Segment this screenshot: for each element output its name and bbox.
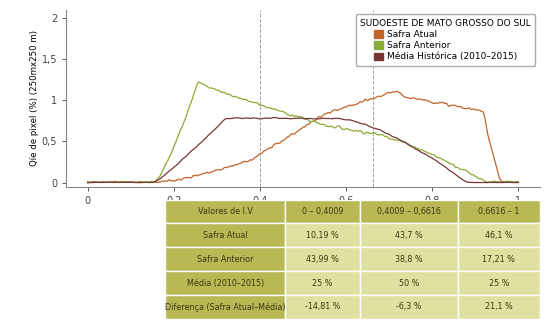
Y-axis label: Qíe de pixel (%) (250mx250 m): Qíe de pixel (%) (250mx250 m)	[30, 30, 39, 166]
Média Histórica (2010–2015)	[409, 145, 416, 149]
Média Histórica (2010–2015)	[271, 116, 277, 119]
Bar	[360, 271, 457, 295]
Bar	[165, 200, 285, 223]
Média Histórica (2010–2015)	[515, 181, 522, 185]
Bar	[360, 247, 457, 271]
Safra Anterior	[339, 128, 346, 131]
Bar	[457, 295, 540, 319]
Bar	[285, 295, 360, 319]
Text: 25 %: 25 %	[312, 279, 333, 288]
Bar	[360, 295, 457, 319]
Bar	[165, 247, 285, 271]
Text: 10,19 %: 10,19 %	[306, 231, 339, 240]
Bar	[457, 271, 540, 295]
Safra Atual	[195, 174, 202, 177]
Bar	[285, 200, 360, 223]
Safra Atual	[279, 139, 286, 143]
Safra Atual	[160, 179, 167, 183]
Safra Atual	[338, 107, 345, 110]
Text: Diferença (Safra Atual–Média): Diferença (Safra Atual–Média)	[165, 302, 285, 312]
Text: 17,21 %: 17,21 %	[482, 255, 515, 264]
Bar	[285, 271, 360, 295]
Text: Safra Atual: Safra Atual	[203, 231, 247, 240]
Safra Anterior	[197, 81, 203, 85]
Safra Anterior	[84, 179, 91, 183]
Line: Safra Atual: Safra Atual	[88, 91, 518, 183]
Text: 0 – 0,4009: 0 – 0,4009	[302, 207, 343, 216]
Text: 43,99 %: 43,99 %	[306, 255, 339, 264]
Média Histórica (2010–2015)	[84, 181, 91, 185]
Text: 43,7 %: 43,7 %	[395, 231, 423, 240]
Text: 0,4009 – 0,6616: 0,4009 – 0,6616	[377, 207, 441, 216]
Bar	[360, 200, 457, 223]
Bar	[165, 223, 285, 247]
Bar	[360, 223, 457, 247]
Safra Atual	[84, 181, 91, 185]
X-axis label: Índice de Vegetação: Índice de Vegetação	[246, 209, 360, 221]
Média Histórica (2010–2015)	[195, 143, 202, 147]
Bar	[165, 271, 285, 295]
Safra Atual	[515, 180, 522, 184]
Média Histórica (2010–2015)	[372, 127, 379, 131]
Text: -14,81 %: -14,81 %	[305, 302, 341, 311]
Line: Média Histórica (2010–2015): Média Histórica (2010–2015)	[88, 118, 518, 183]
Text: Safra Anterior: Safra Anterior	[197, 255, 253, 264]
Safra Anterior	[374, 132, 380, 136]
Bar	[285, 247, 360, 271]
Média Histórica (2010–2015)	[339, 117, 345, 121]
Line: Safra Anterior: Safra Anterior	[88, 82, 518, 183]
Bar	[457, 247, 540, 271]
Safra Atual	[409, 96, 416, 100]
Safra Anterior	[515, 180, 522, 184]
Safra Atual	[372, 96, 379, 100]
Text: 0,6616 – 1: 0,6616 – 1	[478, 207, 520, 216]
Text: Valores de I.V: Valores de I.V	[198, 207, 253, 216]
Text: 38,8 %: 38,8 %	[395, 255, 423, 264]
Safra Anterior	[161, 165, 168, 168]
Text: 46,1 %: 46,1 %	[485, 231, 512, 240]
Text: 50 %: 50 %	[399, 279, 419, 288]
Safra Anterior	[410, 145, 417, 149]
Bar	[285, 223, 360, 247]
Safra Anterior	[195, 80, 202, 84]
Média Histórica (2010–2015)	[160, 174, 167, 178]
Bar	[165, 295, 285, 319]
Safra Atual	[393, 89, 400, 93]
Legend: Safra Atual, Safra Anterior, Média Histórica (2010–2015): Safra Atual, Safra Anterior, Média Histó…	[356, 14, 536, 66]
Safra Anterior	[133, 181, 139, 185]
Text: Média (2010–2015): Média (2010–2015)	[187, 279, 264, 288]
Text: -6,3 %: -6,3 %	[396, 302, 422, 311]
Média Histórica (2010–2015)	[280, 117, 287, 120]
Bar	[457, 223, 540, 247]
Text: 25 %: 25 %	[489, 279, 509, 288]
Safra Anterior	[280, 110, 287, 114]
Text: 21,1 %: 21,1 %	[485, 302, 512, 311]
Bar	[457, 200, 540, 223]
